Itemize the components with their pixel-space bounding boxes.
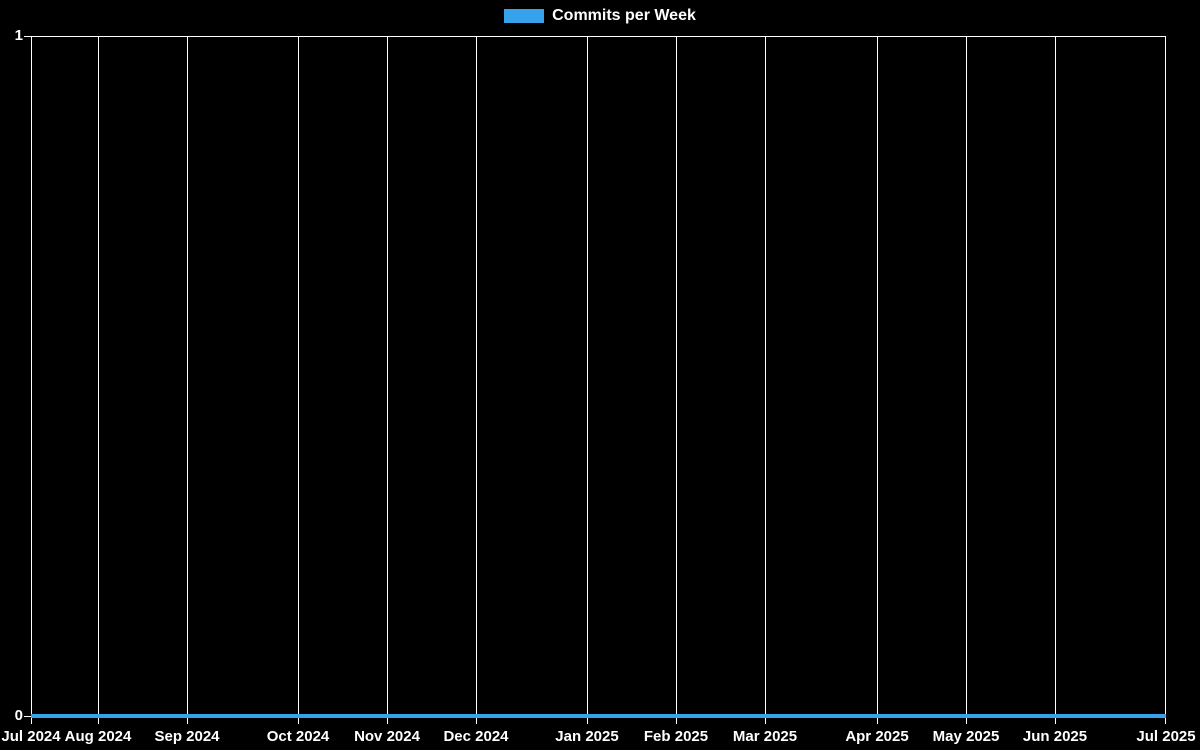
x-tick-label: Apr 2025 xyxy=(845,728,909,745)
x-gridline xyxy=(31,36,32,724)
x-gridline xyxy=(587,36,588,724)
x-tick-label: Mar 2025 xyxy=(732,728,798,745)
x-tick-label: Jul 2024 xyxy=(1,728,61,745)
x-gridline xyxy=(765,36,766,724)
x-tick-label: Feb 2025 xyxy=(643,728,709,745)
y-max-gridline xyxy=(24,36,1166,37)
legend-item-commits-per-week[interactable]: Commits per Week xyxy=(504,8,696,24)
x-tick-label: Jul 2025 xyxy=(1136,728,1196,745)
x-tick-label: Aug 2024 xyxy=(64,728,132,745)
x-gridline xyxy=(187,36,188,724)
x-tick-label: Oct 2024 xyxy=(266,728,330,745)
x-gridline xyxy=(966,36,967,724)
x-gridline xyxy=(98,36,99,724)
x-gridline xyxy=(877,36,878,724)
chart-legend: Commits per Week xyxy=(0,8,1200,24)
x-tick-label: Jun 2025 xyxy=(1022,728,1088,745)
x-gridline xyxy=(298,36,299,724)
data-line xyxy=(31,714,1166,718)
x-gridline xyxy=(1055,36,1056,724)
x-gridline xyxy=(676,36,677,724)
x-tick-label: Dec 2024 xyxy=(443,728,509,745)
plot-area xyxy=(31,36,1166,724)
x-tick-label: May 2025 xyxy=(932,728,1000,745)
x-tick-label: Nov 2024 xyxy=(354,728,420,745)
y-tick-label: 1 xyxy=(14,27,23,44)
x-tick-label: Jan 2025 xyxy=(555,728,619,745)
x-gridline xyxy=(1165,36,1166,724)
x-tick-label: Sep 2024 xyxy=(154,728,220,745)
x-gridline xyxy=(476,36,477,724)
x-gridline xyxy=(387,36,388,724)
y-tick-label: 0 xyxy=(14,707,23,724)
legend-swatch-icon xyxy=(504,9,545,23)
y-tick-mark xyxy=(24,716,31,717)
legend-label: Commits per Week xyxy=(552,7,696,24)
